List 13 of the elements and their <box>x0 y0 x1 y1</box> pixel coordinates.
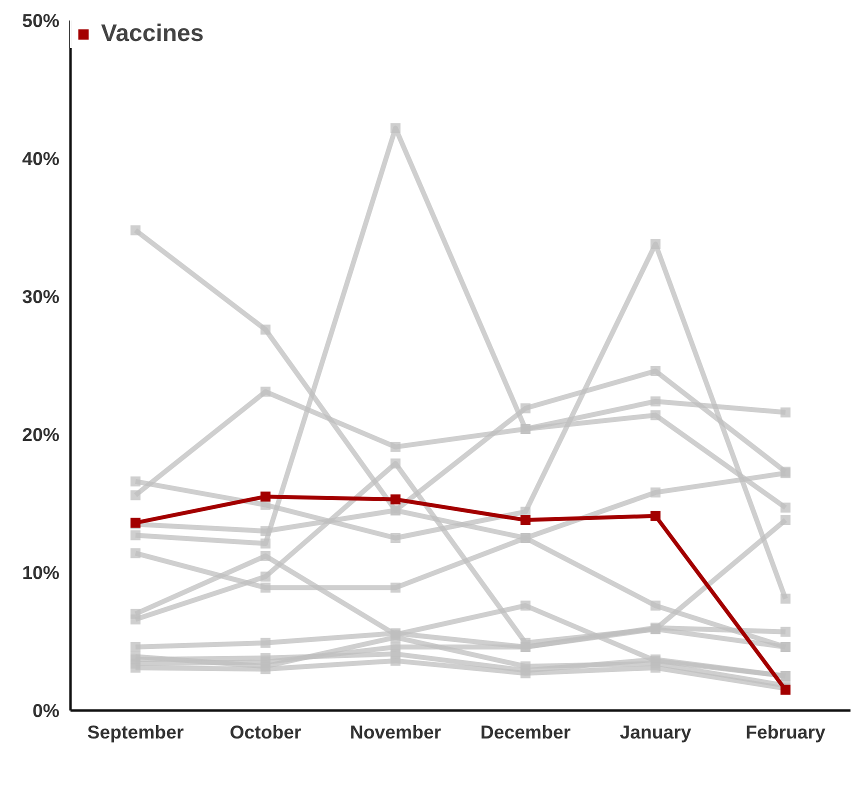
x-tick-label: December <box>480 722 571 742</box>
x-tick-label: November <box>350 722 442 742</box>
y-tick-label: 50% <box>22 10 60 31</box>
y-tick-label: 20% <box>22 424 60 445</box>
y-tick-label: 30% <box>22 286 60 307</box>
y-tick-label: 10% <box>22 562 60 583</box>
x-tick-label: October <box>230 722 302 742</box>
y-tick-label: 40% <box>22 148 60 169</box>
x-tick-label: February <box>746 722 826 742</box>
x-tick-label: January <box>620 722 692 742</box>
legend-label: Vaccines <box>101 20 204 48</box>
x-tick-label: September <box>87 722 184 742</box>
y-tick-label: 0% <box>32 700 60 721</box>
